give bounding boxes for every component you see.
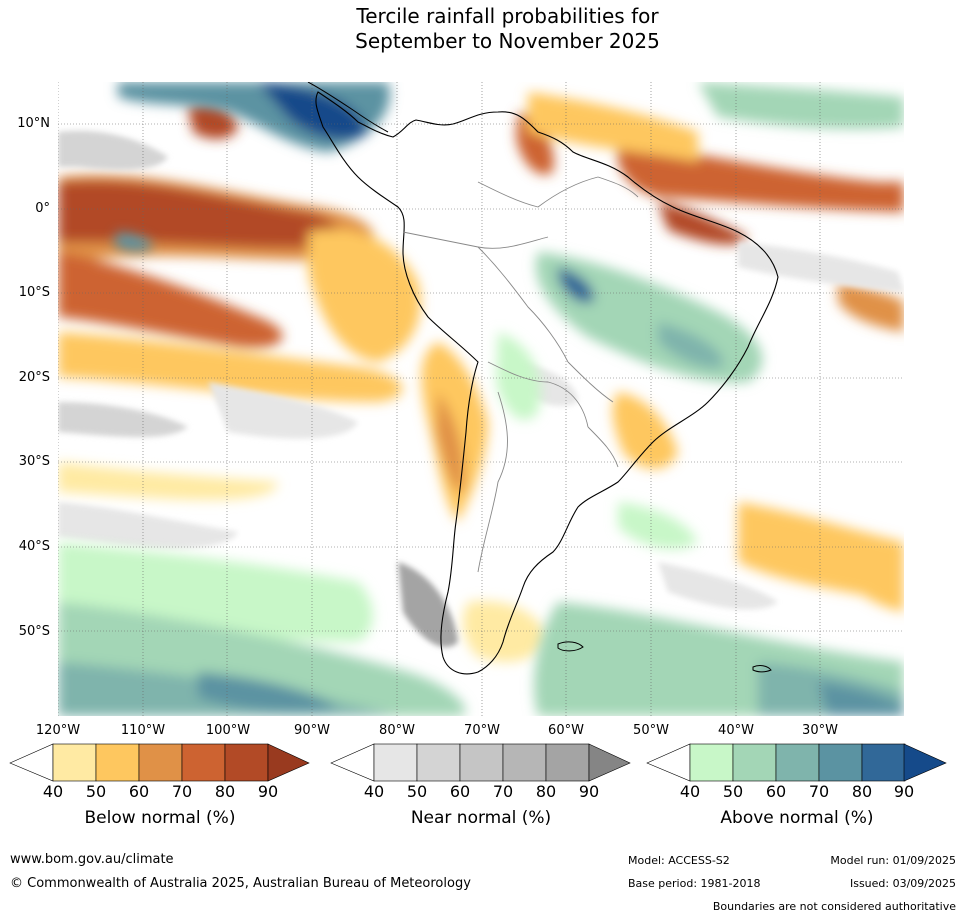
probability-map (58, 82, 904, 716)
cbar-near-seg-0 (330, 743, 375, 782)
cbar-below-tick: 90 (257, 782, 279, 801)
south-georgia (752, 665, 772, 673)
cbar-near-tick: 40 (363, 782, 385, 801)
country-borders (402, 176, 639, 573)
cbar-above-seg-6 (903, 743, 947, 782)
cbar-above-seg-4 (818, 743, 863, 782)
cbar-below-seg-3 (138, 743, 183, 782)
lon-label-110w: 110°W (120, 723, 166, 738)
lat-label-40s: 40°S (18, 539, 50, 554)
disclaimer-text: Boundaries are not considered authoritat… (712, 900, 956, 913)
cbar-above-tick: 40 (679, 782, 701, 801)
copyright-text: © Commonwealth of Australia 2025, Austra… (10, 876, 471, 891)
lon-label-50w: 50°W (633, 723, 669, 738)
cbar-below-tick: 40 (42, 782, 64, 801)
cbar-below-seg-0 (9, 743, 54, 782)
map-canvas (58, 82, 904, 716)
cbar-above-seg-3 (775, 743, 820, 782)
cbar-near-tick: 60 (449, 782, 471, 801)
central-america-coastline (307, 82, 389, 133)
cbar-above-tick: 90 (893, 782, 915, 801)
cbar-below-seg-5 (224, 743, 269, 782)
lat-label-30s: 30°S (18, 454, 50, 469)
colorbar-below-svg (9, 743, 310, 782)
cbar-near-tick: 70 (492, 782, 514, 801)
cbar-below-seg-1 (52, 743, 97, 782)
cbar-near-tick: 50 (406, 782, 428, 801)
model-run-text: Model run: 01/09/2025 (830, 854, 956, 867)
cbar-below-tick: 50 (85, 782, 107, 801)
website-link[interactable]: www.bom.gov.au/climate (10, 852, 174, 867)
cbar-near-tick: 90 (578, 782, 600, 801)
base-period-text: Base period: 1981-2018 (628, 877, 761, 890)
cbar-near-title: Near normal (%) (410, 808, 552, 828)
title-line-1: Tercile rainfall probabilities for (356, 4, 659, 28)
cbar-below-seg-4 (181, 743, 226, 782)
cbar-near-tick: 80 (535, 782, 557, 801)
cbar-near-seg-2 (416, 743, 461, 782)
lat-label-0: 0° (35, 201, 50, 216)
lon-label-80w: 80°W (379, 723, 415, 738)
lat-label-10n: 10°N (17, 116, 50, 131)
cbar-above-seg-1 (689, 743, 734, 782)
cbar-above-seg-5 (861, 743, 906, 782)
cbar-below-tick: 70 (171, 782, 193, 801)
cbar-above-tick: 60 (765, 782, 787, 801)
colorbar-above-normal (646, 743, 947, 782)
map-title: Tercile rainfall probabilities for Septe… (0, 4, 965, 54)
lon-label-120w: 120°W (35, 723, 81, 738)
graticule (58, 82, 904, 716)
cbar-near-seg-3 (459, 743, 504, 782)
colorbar-near-normal (330, 743, 631, 782)
cbar-above-title: Above normal (%) (720, 808, 874, 828)
cbar-above-tick: 70 (808, 782, 830, 801)
cbar-near-seg-6 (588, 743, 631, 782)
lon-label-100w: 100°W (205, 723, 251, 738)
cbar-below-title: Below normal (%) (84, 808, 236, 828)
above-normal-regions (58, 82, 904, 716)
cbar-above-seg-2 (732, 743, 777, 782)
south-america-coastline (315, 91, 779, 675)
colorbar-near-svg (330, 743, 631, 782)
cbar-above-seg-0 (646, 743, 691, 782)
lon-label-90w: 90°W (294, 723, 330, 738)
cbar-near-seg-5 (545, 743, 590, 782)
cbar-near-seg-1 (373, 743, 418, 782)
lon-label-40w: 40°W (718, 723, 754, 738)
below-normal-regions (58, 92, 904, 662)
lat-label-50s: 50°S (18, 624, 50, 639)
cbar-below-seg-6 (267, 743, 310, 782)
falkland-islands (557, 641, 584, 652)
cbar-above-tick: 50 (722, 782, 744, 801)
cbar-above-tick: 80 (851, 782, 873, 801)
title-line-2: September to November 2025 (355, 29, 660, 53)
cbar-below-tick: 60 (128, 782, 150, 801)
colorbar-above-svg (646, 743, 947, 782)
lon-label-60w: 60°W (548, 723, 584, 738)
issued-text: Issued: 03/09/2025 (849, 877, 956, 890)
lat-label-10s: 10°S (18, 285, 50, 300)
lon-label-70w: 70°W (464, 723, 500, 738)
cbar-below-tick: 80 (214, 782, 236, 801)
near-normal-regions (58, 130, 904, 648)
colorbar-below-normal (9, 743, 310, 782)
model-text: Model: ACCESS-S2 (628, 854, 730, 867)
lat-label-20s: 20°S (18, 370, 50, 385)
cbar-near-seg-4 (502, 743, 547, 782)
cbar-below-seg-2 (95, 743, 140, 782)
lon-label-30w: 30°W (802, 723, 838, 738)
